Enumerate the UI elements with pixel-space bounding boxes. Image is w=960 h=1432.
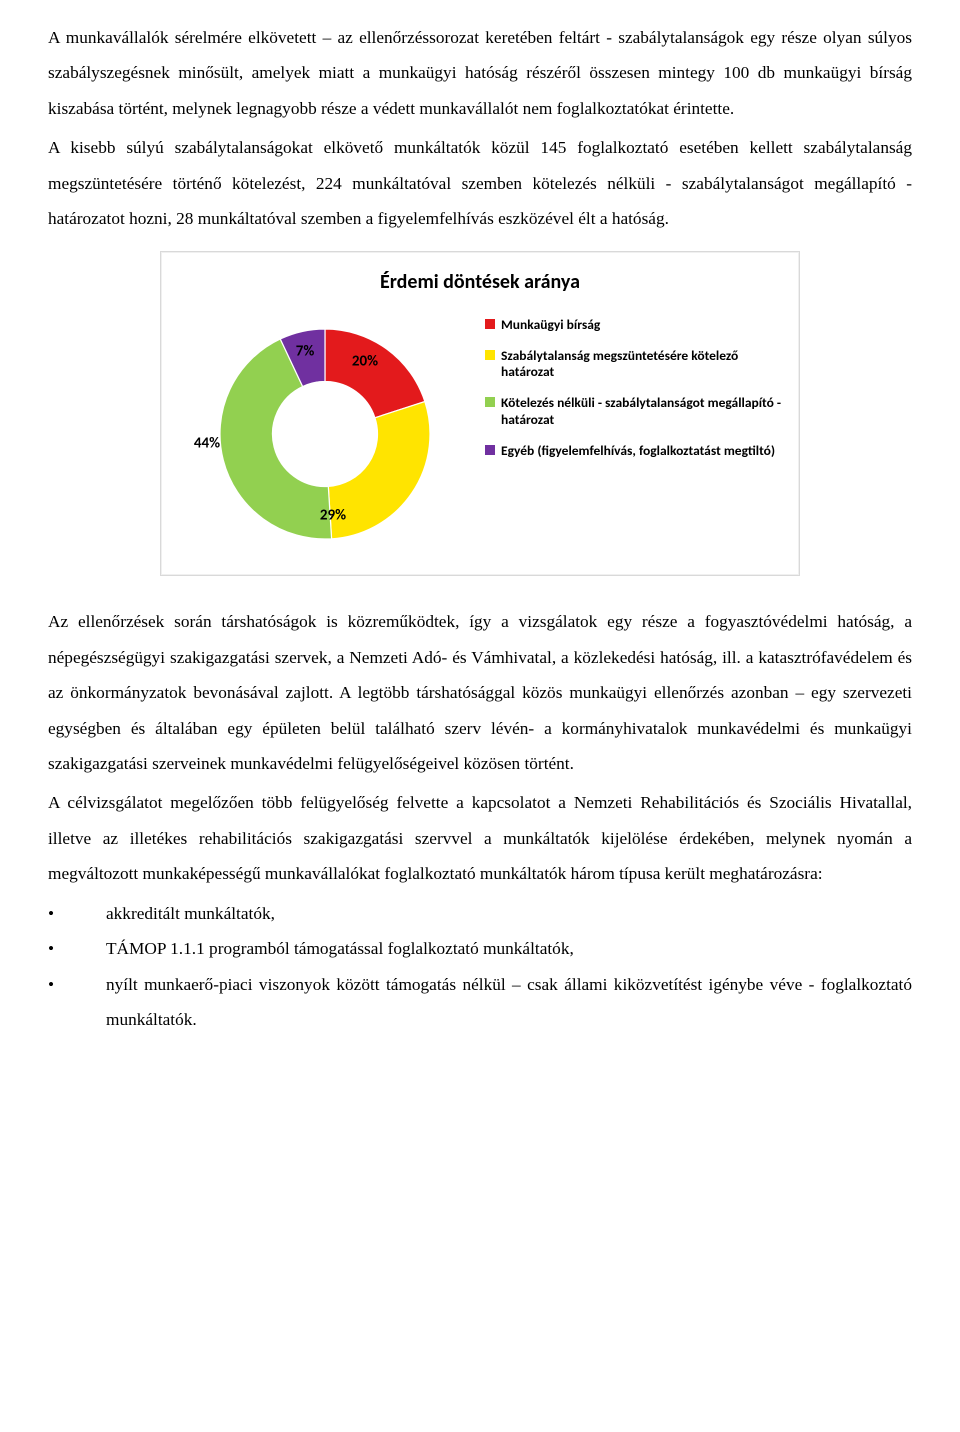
list-item: TÁMOP 1.1.1 programból támogatással fogl…: [48, 931, 912, 966]
chart-legend: Munkaügyi bírság Szabálytalanság megszünt…: [485, 309, 785, 474]
donut-slice: [325, 329, 425, 418]
legend-item: Kötelezés nélküli - szabálytalanságot me…: [485, 395, 785, 429]
donut-slice-label: 20%: [352, 352, 378, 370]
donut-slice-label: 7%: [296, 342, 315, 360]
legend-label: Egyéb (figyelemfelhívás, foglalkoztatást…: [501, 443, 775, 460]
legend-item: Egyéb (figyelemfelhívás, foglalkoztatást…: [485, 443, 785, 460]
donut-slice-label: 29%: [320, 506, 346, 524]
donut-slice-label: 44%: [194, 434, 220, 452]
legend-swatch: [485, 397, 495, 407]
bullet-list: akkreditált munkáltatók, TÁMOP 1.1.1 pro…: [48, 896, 912, 1038]
list-item: akkreditált munkáltatók,: [48, 896, 912, 931]
chart-body: 20% 29% 44% 7% Munkaügyi bírság Szabálytalan…: [175, 309, 785, 561]
chart-title: Érdemi döntések aránya: [175, 262, 785, 303]
legend-label: Kötelezés nélküli - szabálytalanságot me…: [501, 395, 785, 429]
legend-swatch: [485, 319, 495, 329]
legend-swatch: [485, 445, 495, 455]
legend-item: Munkaügyi bírság: [485, 317, 785, 334]
chart-container: Érdemi döntések aránya 20% 29% 44% 7% Munka…: [160, 251, 800, 576]
body-paragraph-4: A célvizsgálatot megelőzően több felügye…: [48, 785, 912, 891]
body-paragraph-3: Az ellenőrzések során társhatóságok is k…: [48, 604, 912, 781]
donut-chart: 20% 29% 44% 7%: [175, 309, 475, 561]
legend-label: Munkaügyi bírság: [501, 317, 600, 334]
list-item: nyílt munkaerő-piaci viszonyok között tá…: [48, 967, 912, 1038]
legend-label: Szabálytalanság megszüntetésére kötelező…: [501, 348, 785, 382]
legend-item: Szabálytalanság megszüntetésére kötelező…: [485, 348, 785, 382]
legend-swatch: [485, 350, 495, 360]
body-paragraph-2: A kisebb súlyú szabálytalanságokat elköv…: [48, 130, 912, 236]
body-paragraph-1: A munkavállalók sérelmére elkövetett – a…: [48, 20, 912, 126]
